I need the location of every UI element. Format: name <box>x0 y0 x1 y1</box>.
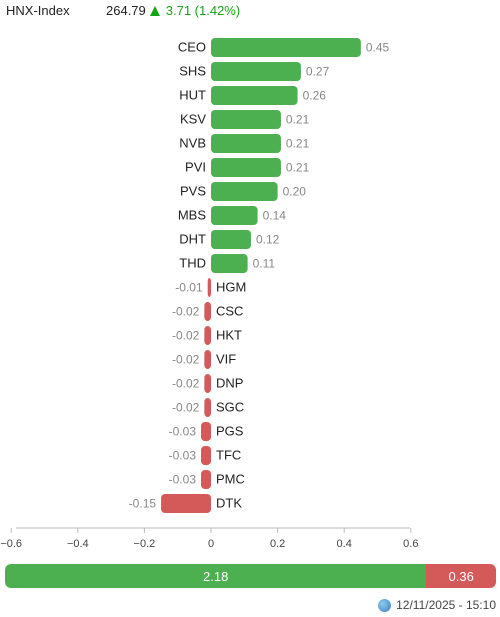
bar-pvi <box>211 158 281 177</box>
timestamp: 12/11/2025 - 15:10 <box>396 598 496 612</box>
negative-total-label: 0.36 <box>448 568 474 584</box>
category-label: PMC <box>216 472 245 487</box>
value-label: 0.45 <box>366 41 390 55</box>
value-label: -0.02 <box>172 401 200 415</box>
contribution-bar-chart: CEO 0.45 SHS 0.27 HUT 0.26 KSV 0.21 NVB 0.21 PVI 0.… <box>0 38 418 550</box>
value-label: -0.03 <box>169 449 197 463</box>
category-label: SGC <box>216 400 244 415</box>
bar-sgc <box>204 398 211 417</box>
bar-mbs <box>211 206 258 225</box>
category-label: HKT <box>216 328 242 343</box>
category-label: DNP <box>216 376 243 391</box>
category-label: NVB <box>179 136 206 151</box>
category-label: DTK <box>216 496 242 511</box>
value-label: -0.02 <box>172 353 200 367</box>
bar-dnp <box>204 374 211 393</box>
x-tick-label: 0 <box>208 538 214 550</box>
index-name: HNX-Index <box>6 3 70 19</box>
index-change: 3.71 (1.42%) <box>165 3 241 19</box>
value-label: 0.12 <box>256 233 280 247</box>
value-label: 0.21 <box>286 113 310 127</box>
bar-pgs <box>201 422 211 441</box>
bar-hkt <box>204 326 211 345</box>
positive-total-label: 2.18 <box>203 568 229 584</box>
value-label: -0.02 <box>172 377 200 391</box>
value-label: 0.14 <box>263 209 287 223</box>
value-label: 0.26 <box>303 89 327 103</box>
bar-tfc <box>201 446 211 465</box>
index-value: 264.79 <box>106 3 146 19</box>
value-label: -0.02 <box>172 305 200 319</box>
x-tick-label: −0.4 <box>67 538 89 550</box>
bar-pmc <box>201 470 211 489</box>
x-tick-label: −0.2 <box>134 538 156 550</box>
x-tick-label: 0.4 <box>337 538 352 550</box>
category-label: MBS <box>178 208 207 223</box>
bar-ceo <box>211 38 361 57</box>
bar-csc <box>204 302 211 321</box>
category-label: CEO <box>178 40 206 55</box>
bar-hgm <box>207 278 211 297</box>
category-label: PVS <box>180 184 206 199</box>
category-label: DHT <box>179 232 206 247</box>
bar-dht <box>211 230 251 249</box>
category-label: KSV <box>180 112 206 127</box>
category-label: PVI <box>185 160 206 175</box>
up-arrow-icon <box>149 5 160 16</box>
category-label: PGS <box>216 424 244 439</box>
breadth-summary-bar: 2.18 0.36 <box>5 564 496 588</box>
negative-total-segment: 0.36 <box>426 564 496 588</box>
category-label: CSC <box>216 304 243 319</box>
bar-ksv <box>211 110 281 129</box>
category-label: VIF <box>216 352 236 367</box>
category-label: HUT <box>179 88 206 103</box>
positive-total-segment: 2.18 <box>5 564 427 588</box>
value-label: -0.03 <box>169 425 197 439</box>
bar-hut <box>211 86 298 105</box>
value-label: 0.21 <box>286 161 310 175</box>
x-tick-label: 0.2 <box>270 538 285 550</box>
value-label: 0.27 <box>306 65 330 79</box>
value-label: 0.11 <box>253 257 276 271</box>
bar-thd <box>211 254 248 273</box>
value-label: -0.03 <box>169 473 197 487</box>
category-label: SHS <box>179 64 206 79</box>
value-label: 0.21 <box>286 137 310 151</box>
category-label: HGM <box>216 280 246 295</box>
category-label: THD <box>179 256 206 271</box>
index-header: HNX-Index 264.79 3.71 (1.42%) <box>6 2 240 22</box>
bar-nvb <box>211 134 281 153</box>
value-label: -0.02 <box>172 329 200 343</box>
bar-shs <box>211 62 301 81</box>
value-label: -0.15 <box>129 497 157 511</box>
globe-icon <box>378 599 392 613</box>
bar-dtk <box>161 494 211 513</box>
category-label: TFC <box>216 448 241 463</box>
x-tick-label: −0.6 <box>0 538 22 550</box>
value-label: -0.01 <box>175 281 203 295</box>
value-label: 0.20 <box>283 185 307 199</box>
bar-pvs <box>211 182 278 201</box>
footer: 12/11/2025 - 15:10 <box>378 598 496 613</box>
x-tick-label: 0.6 <box>403 538 418 550</box>
bar-vif <box>204 350 211 369</box>
